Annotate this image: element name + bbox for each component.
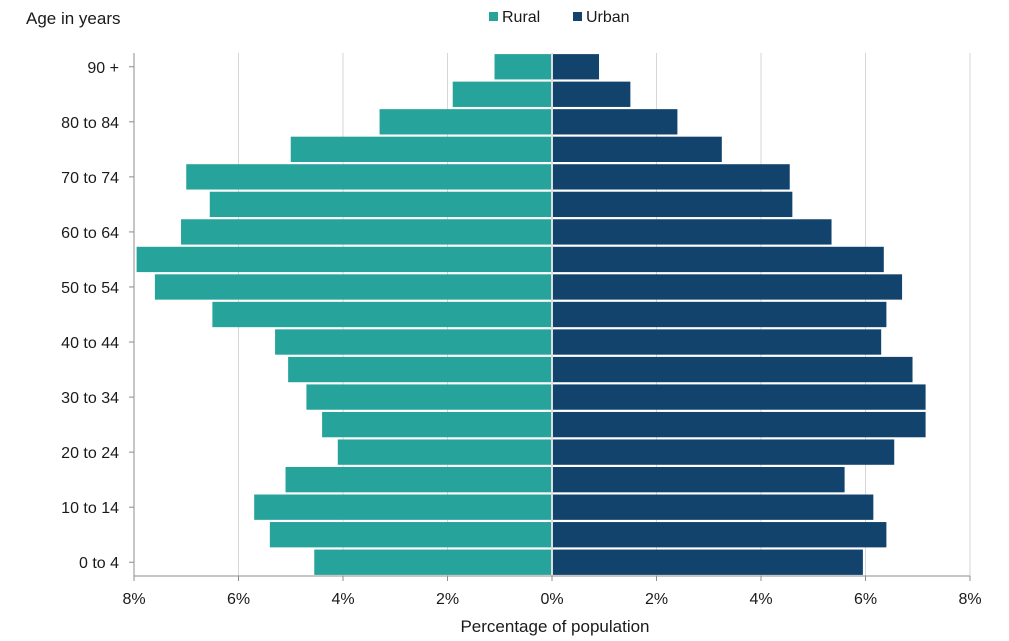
bar-urban-6 [552,384,926,410]
bar-urban-16 [552,109,678,135]
y-tick-label-5: 50 to 54 [61,280,119,297]
legend: Rural Urban [489,9,630,26]
bar-rural-8 [275,329,552,355]
y-axis-title: Age in years [26,9,121,28]
bar-urban-8 [552,329,882,355]
bar-urban-3 [552,466,845,493]
y-tick-label-6: 60 to 64 [61,225,119,242]
legend-label-rural: Rural [502,9,540,26]
x-tick-label-0: 8% [122,591,145,608]
bar-rural-1 [269,522,552,548]
y-tick-label-4: 40 to 44 [61,335,119,352]
bar-rural-15 [290,136,552,163]
legend-label-urban: Urban [586,9,630,26]
x-axis-title: Percentage of population [460,617,649,636]
x-tick-label-3: 2% [436,591,459,608]
bar-rural-6 [306,384,552,410]
bar-rural-12 [181,219,552,245]
bar-rural-10 [154,274,552,300]
y-tick-label-2: 20 to 24 [61,445,119,462]
y-tick-label-9: 90 + [87,60,119,77]
y-tick-label-8: 80 to 84 [61,115,119,132]
bar-urban-9 [552,301,887,328]
x-tick-label-7: 6% [854,591,877,608]
bar-rural-14 [186,164,552,190]
bar-urban-14 [552,164,790,190]
bar-urban-12 [552,219,832,245]
bar-rural-16 [379,109,552,135]
x-tick-label-6: 4% [749,591,772,608]
bar-rural-17 [452,81,552,107]
y-tick-label-0: 0 to 4 [79,555,119,572]
legend-swatch-urban [573,12,582,21]
bar-rural-9 [212,301,552,328]
y-tick-label-3: 30 to 34 [61,390,119,407]
bar-urban-4 [552,439,895,465]
bar-rural-2 [254,494,553,520]
bar-rural-5 [322,411,552,438]
bar-urban-11 [552,246,884,273]
bar-urban-15 [552,136,722,163]
bar-rural-4 [337,439,552,465]
bar-rural-13 [209,191,552,218]
x-tick-label-1: 6% [227,591,250,608]
bar-rural-7 [288,356,552,383]
x-tick-label-2: 4% [331,591,354,608]
bars [136,54,926,575]
bar-rural-11 [136,246,553,273]
bar-urban-18 [552,54,600,80]
bar-urban-2 [552,494,874,520]
bar-urban-5 [552,411,926,438]
bar-rural-18 [494,54,552,80]
x-tick-label-5: 2% [645,591,668,608]
bar-rural-0 [314,549,552,575]
y-tick-label-1: 10 to 14 [61,500,119,517]
bar-urban-0 [552,549,863,575]
x-tick-label-8: 8% [958,591,981,608]
y-tick-label-7: 70 to 74 [61,170,119,187]
legend-swatch-rural [489,12,498,21]
x-tick-label-4: 0% [540,591,563,608]
bar-urban-7 [552,356,913,383]
bar-rural-3 [285,466,552,493]
bar-urban-13 [552,191,793,218]
bar-urban-10 [552,274,903,300]
axes: 8% 6% 4% 2% 0% 2% 4% 6% 8% 0 to 4 10 to 14 20 to 24… [61,53,982,608]
bar-urban-1 [552,522,887,548]
bar-urban-17 [552,81,631,107]
